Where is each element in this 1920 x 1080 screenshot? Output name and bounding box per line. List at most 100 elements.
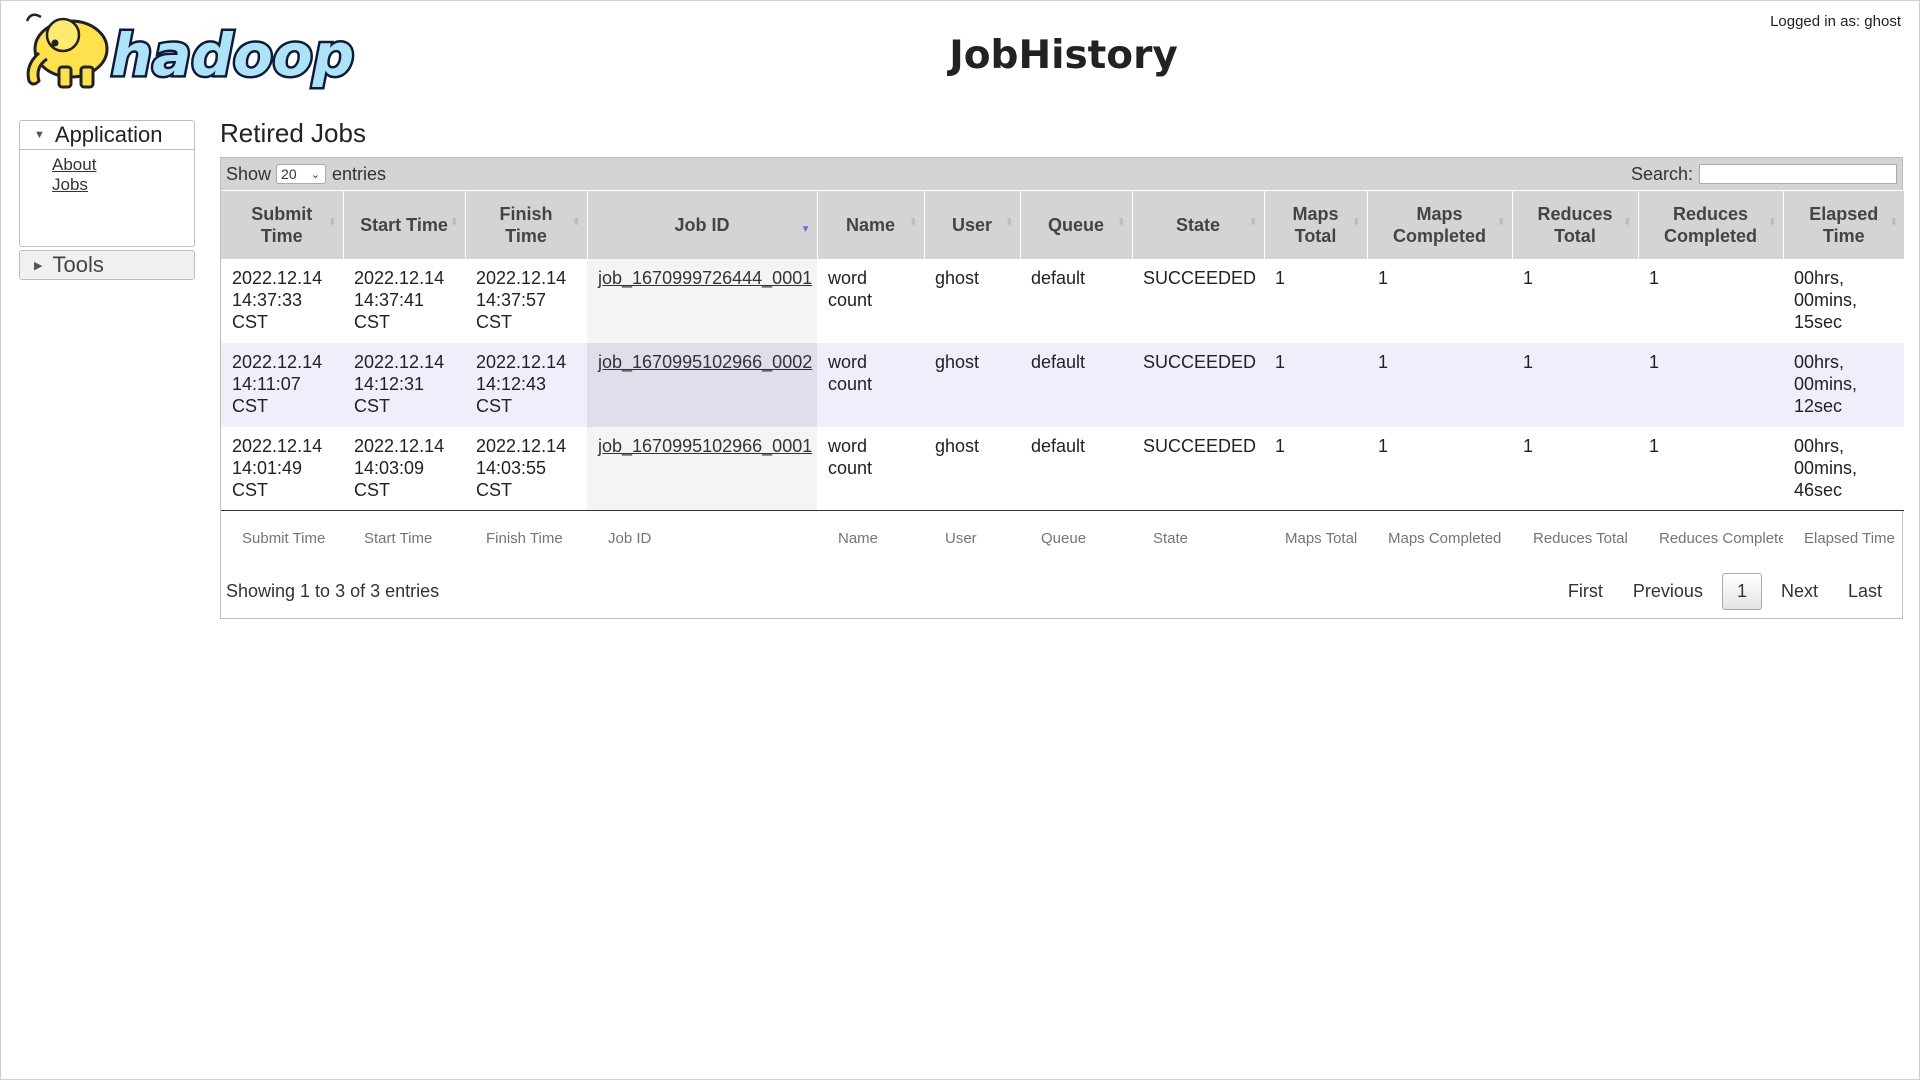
pagination-page-1-button[interactable]: 1 <box>1721 573 1762 610</box>
filter-start-time-input[interactable] <box>354 528 465 548</box>
application-panel: ▼ Application About Jobs <box>19 120 195 247</box>
cell-name: word count <box>817 342 924 427</box>
search-label: Search: <box>1630 163 1693 184</box>
cell-elapsed-time: 00hrs, 00mins, 46sec <box>1783 426 1904 511</box>
column-header[interactable]: State ⬍ <box>1132 190 1265 259</box>
filter-submit-time-input[interactable] <box>232 528 343 548</box>
filter-elapsed-time-input[interactable] <box>1794 528 1904 548</box>
sort-both-icon: ⬍ <box>1497 217 1506 228</box>
show-label: Show <box>226 163 272 184</box>
filter-cell <box>1783 511 1904 566</box>
filter-cell <box>1020 511 1132 566</box>
column-header-sorted[interactable]: Job ID ▼ <box>587 190 818 259</box>
column-header[interactable]: Maps Total ⬍ <box>1264 190 1368 259</box>
filter-cell <box>465 511 587 566</box>
sidebar-link-about[interactable]: About <box>52 155 97 174</box>
cell-submit-time: 2022.12.14 14:11:07 CST <box>221 342 343 427</box>
cell-reduces-total: 1 <box>1512 342 1638 427</box>
filter-cell <box>1367 511 1512 566</box>
cell-submit-time: 2022.12.14 14:01:49 CST <box>221 426 343 511</box>
cell-maps-completed: 1 <box>1367 258 1512 343</box>
cell-user: ghost <box>924 426 1020 511</box>
pagination-next-button[interactable]: Next <box>1780 581 1818 601</box>
cell-maps-total: 1 <box>1264 342 1367 427</box>
filter-job-id-input[interactable] <box>598 528 817 548</box>
sort-both-icon: ⬍ <box>1005 217 1014 228</box>
filter-user-input[interactable] <box>935 528 1020 548</box>
cell-finish-time: 2022.12.14 14:37:57 CST <box>465 258 587 343</box>
column-header[interactable]: Reduces Completed ⬍ <box>1638 190 1784 259</box>
job-id-link[interactable]: job_1670995102966_0001 <box>598 435 813 456</box>
cell-finish-time: 2022.12.14 14:03:55 CST <box>465 426 587 511</box>
sort-both-icon: ⬍ <box>572 217 581 228</box>
filter-maps-completed-input[interactable] <box>1378 528 1512 548</box>
column-header[interactable]: Reduces Total ⬍ <box>1512 190 1639 259</box>
filter-name-input[interactable] <box>828 528 924 548</box>
filter-reduces-total-input[interactable] <box>1523 528 1638 548</box>
column-header[interactable]: Maps Completed ⬍ <box>1367 190 1513 259</box>
pagination: First Previous 1 Next Last <box>1553 573 1897 610</box>
page-length-control: Show 20 ⌄ entries <box>226 164 386 185</box>
cell-job-id: job_1670995102966_0001 <box>587 426 817 511</box>
cell-state: SUCCEEDED <box>1132 342 1264 427</box>
table-row: 2022.12.14 14:01:49 CST 2022.12.14 14:03… <box>221 426 1904 511</box>
cell-maps-completed: 1 <box>1367 342 1512 427</box>
hadoop-logo[interactable]: hadoop <box>19 9 365 95</box>
column-header[interactable]: Start Time ⬍ <box>343 190 466 259</box>
filter-maps-total-input[interactable] <box>1275 528 1367 548</box>
application-header[interactable]: ▼ Application <box>20 121 194 149</box>
filter-cell <box>817 511 924 566</box>
tools-header[interactable]: ▶ Tools <box>20 251 194 279</box>
page-title: JobHistory <box>949 33 1178 78</box>
sort-both-icon: ⬍ <box>1249 217 1258 228</box>
column-header[interactable]: Submit Time ⬍ <box>221 190 344 259</box>
column-header[interactable]: User ⬍ <box>924 190 1021 259</box>
cell-reduces-completed: 1 <box>1638 342 1783 427</box>
filter-state-input[interactable] <box>1143 528 1264 548</box>
job-id-link[interactable]: job_1670995102966_0002 <box>598 351 813 372</box>
sort-both-icon: ⬍ <box>328 217 337 228</box>
filter-reduces-completed-input[interactable] <box>1649 528 1783 548</box>
column-header[interactable]: Finish Time ⬍ <box>465 190 588 259</box>
chevron-down-icon: ⌄ <box>310 168 321 181</box>
sort-desc-icon: ▼ <box>800 224 811 235</box>
page-length-select[interactable]: 20 ⌄ <box>276 164 327 184</box>
pagination-last-button[interactable]: Last <box>1847 581 1882 601</box>
jobs-table-wrapper: Show 20 ⌄ entries Search: <box>220 157 1904 619</box>
filter-cell <box>1132 511 1264 566</box>
tools-panel: ▶ Tools <box>19 250 195 280</box>
cell-maps-total: 1 <box>1264 426 1367 511</box>
cell-user: ghost <box>924 342 1020 427</box>
logged-in-user: Logged in as: ghost <box>1770 13 1901 30</box>
cell-submit-time: 2022.12.14 14:37:33 CST <box>221 258 343 343</box>
cell-job-id: job_1670999726444_0001 <box>587 258 817 343</box>
filter-queue-input[interactable] <box>1031 528 1132 548</box>
cell-reduces-completed: 1 <box>1638 258 1783 343</box>
column-header[interactable]: Elapsed Time ⬍ <box>1783 190 1904 259</box>
sort-both-icon: ⬍ <box>1768 217 1777 228</box>
job-id-link[interactable]: job_1670999726444_0001 <box>598 267 813 288</box>
search-control: Search: <box>1631 164 1897 185</box>
cell-user: ghost <box>924 258 1020 343</box>
tools-label: Tools <box>52 252 104 277</box>
entries-label: entries <box>332 163 387 184</box>
sidebar-link-jobs[interactable]: Jobs <box>52 175 88 194</box>
pagination-first-button[interactable]: First <box>1567 581 1603 601</box>
cell-reduces-total: 1 <box>1512 426 1638 511</box>
cell-elapsed-time: 00hrs, 00mins, 15sec <box>1783 258 1904 343</box>
sort-both-icon: ⬍ <box>450 217 459 228</box>
cell-state: SUCCEEDED <box>1132 258 1264 343</box>
cell-start-time: 2022.12.14 14:03:09 CST <box>343 426 465 511</box>
page-length-value: 20 <box>281 166 297 182</box>
pagination-previous-button[interactable]: Previous <box>1632 581 1703 601</box>
cell-start-time: 2022.12.14 14:37:41 CST <box>343 258 465 343</box>
column-header[interactable]: Queue ⬍ <box>1020 190 1133 259</box>
cell-elapsed-time: 00hrs, 00mins, 12sec <box>1783 342 1904 427</box>
cell-maps-total: 1 <box>1264 258 1367 343</box>
filter-finish-time-input[interactable] <box>476 528 587 548</box>
sort-both-icon: ⬍ <box>909 217 918 228</box>
search-input[interactable] <box>1699 164 1897 184</box>
cell-reduces-total: 1 <box>1512 258 1638 343</box>
column-header[interactable]: Name ⬍ <box>817 190 925 259</box>
